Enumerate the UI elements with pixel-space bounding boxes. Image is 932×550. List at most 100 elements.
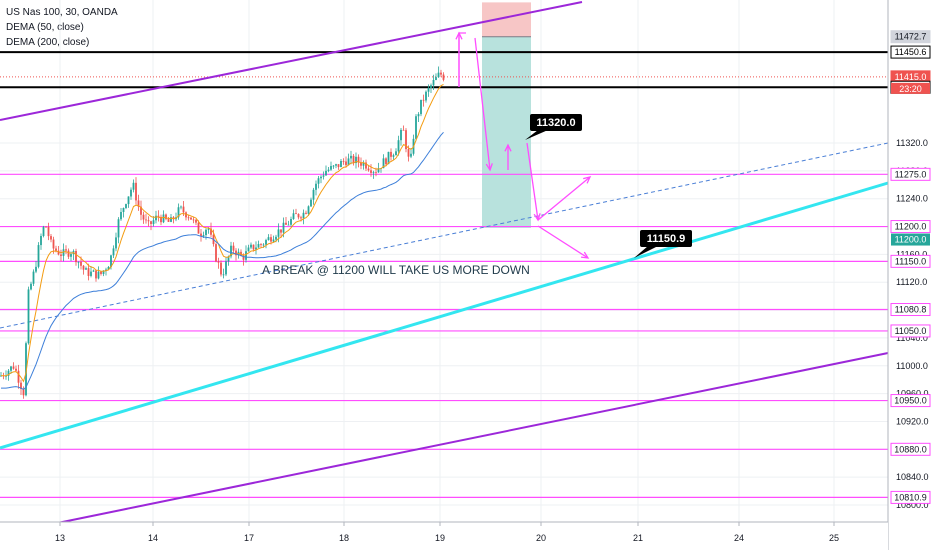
- candle: [397, 135, 400, 156]
- candle: [5, 370, 7, 380]
- price-callout: 11150.9: [634, 230, 692, 258]
- candle-body: [115, 237, 117, 249]
- candle-body: [420, 99, 422, 115]
- candle: [425, 90, 427, 103]
- level-tag-label: 11450.6: [895, 47, 927, 57]
- candle: [310, 197, 312, 207]
- time-axis[interactable]: 13 14 17 18 19 20 21 24 25: [0, 521, 888, 550]
- candle: [195, 219, 197, 226]
- candle: [145, 213, 147, 224]
- price-axis[interactable]: 11320.011280.011240.011200.011160.011120…: [887, 0, 932, 550]
- candle-body: [112, 248, 115, 256]
- candle-body: [430, 85, 432, 88]
- candle-body: [327, 169, 330, 171]
- candle: [415, 114, 417, 142]
- candle-body: [127, 196, 130, 205]
- candle: [47, 222, 50, 241]
- candle-body: [402, 129, 405, 131]
- candle: [387, 151, 390, 165]
- candle: [42, 225, 45, 238]
- candle: [167, 217, 170, 223]
- arrow-shaft: [526, 142, 539, 221]
- candle: [225, 256, 227, 277]
- candle: [132, 179, 135, 193]
- candle: [290, 216, 292, 227]
- candle: [15, 365, 17, 372]
- candle-body: [87, 268, 90, 276]
- candle-body: [32, 271, 35, 284]
- candle: [417, 112, 420, 123]
- candle: [352, 153, 355, 166]
- candle: [312, 187, 315, 205]
- candle-body: [110, 255, 112, 267]
- candle: [287, 220, 290, 226]
- candle: [190, 217, 192, 220]
- candle: [400, 128, 402, 146]
- candle: [377, 162, 380, 173]
- candle: [200, 229, 202, 242]
- candle: [107, 265, 110, 270]
- arrow-shaft: [537, 225, 589, 259]
- candle: [92, 269, 95, 272]
- candle: [117, 217, 120, 244]
- candle: [295, 208, 297, 215]
- candle-body: [287, 224, 290, 226]
- candle: [67, 248, 70, 260]
- candle: [147, 216, 150, 227]
- candle-body: [350, 155, 352, 159]
- candle: [367, 165, 370, 172]
- callout-box: [530, 114, 582, 131]
- candle-body: [50, 236, 52, 240]
- callout-tail: [634, 246, 658, 258]
- level-tag: [890, 254, 931, 268]
- candle: [372, 170, 375, 179]
- level-tag-label: 11275.0: [895, 169, 927, 179]
- price-tick-label: 10840.0: [896, 472, 929, 482]
- candle: [122, 207, 125, 218]
- level-tag-label: 11150.0: [895, 256, 926, 266]
- candle-body: [207, 228, 210, 230]
- candle: [390, 148, 392, 161]
- candle-body: [77, 261, 80, 263]
- candle: [172, 216, 175, 224]
- candle: [75, 248, 77, 266]
- price-tick-label: 11000.0: [896, 361, 928, 371]
- candle: [22, 386, 25, 399]
- time-tick-label: 13: [55, 533, 65, 543]
- level-tag: [890, 303, 931, 317]
- candle-body: [225, 261, 227, 275]
- candle: [230, 241, 232, 259]
- level-tag: [890, 45, 931, 59]
- price-tick-label: 11160.0: [896, 249, 927, 259]
- candle-body: [440, 72, 442, 75]
- moving-averages: [0, 83, 444, 391]
- arrow-head: [485, 163, 493, 172]
- candle-body: [85, 268, 87, 270]
- candle: [160, 214, 162, 226]
- candle: [140, 200, 142, 221]
- candle-body: [290, 219, 292, 225]
- candle-body: [302, 212, 305, 219]
- candle: [60, 249, 62, 262]
- candle-body: [267, 237, 270, 241]
- candle-body: [122, 208, 125, 212]
- candle: [220, 260, 222, 277]
- candle: [175, 212, 177, 222]
- candle: [357, 154, 360, 168]
- candle-body: [230, 245, 232, 257]
- candle-body: [442, 74, 445, 80]
- price-tick-label: 10920.0: [896, 416, 929, 426]
- candle: [347, 153, 350, 166]
- candle: [57, 246, 60, 256]
- candle-body: [355, 156, 357, 164]
- candle-body: [215, 244, 217, 262]
- candle-body: [245, 251, 247, 260]
- candle: [395, 148, 397, 156]
- candle: [105, 267, 107, 276]
- countdown-tag: [891, 82, 930, 94]
- candle: [317, 175, 320, 189]
- candle-body: [185, 212, 187, 218]
- candle: [97, 266, 100, 280]
- candle: [305, 210, 307, 215]
